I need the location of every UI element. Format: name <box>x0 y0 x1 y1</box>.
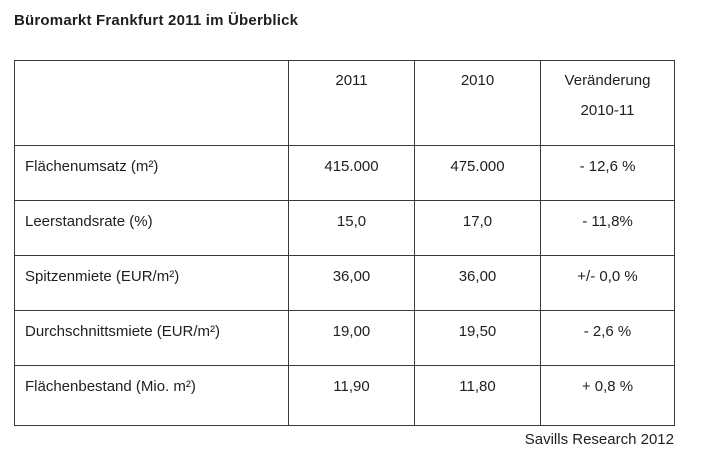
change-cell: - 2,6 % <box>540 310 675 366</box>
value-2010-cell: 475.000 <box>414 145 541 201</box>
header-change-line1: Veränderung <box>564 72 651 89</box>
value-2011-cell: 415.000 <box>288 145 415 201</box>
metric-label-cell: Flächenumsatz (m²) <box>14 145 289 201</box>
table-row: Spitzenmiete (EUR/m²) 36,00 36,00 +/- 0,0 % <box>14 255 675 311</box>
change-cell: - 11,8% <box>540 200 675 256</box>
table-row: Leerstandsrate (%) 15,0 17,0- 11,8% <box>14 200 675 256</box>
value-2010-cell: 36,00 <box>414 255 541 311</box>
value-2010-cell: 19,50 <box>414 310 541 366</box>
table-row: Durchschnittsmiete (EUR/m²) 19,00 19,50- 2… <box>14 310 675 366</box>
value-2010-cell: 11,80 <box>414 365 541 426</box>
change-cell: - 12,6 % <box>540 145 675 201</box>
value-2011-cell: 15,0 <box>288 200 415 256</box>
page-title: Büromarkt Frankfurt 2011 im Überblick <box>14 12 299 29</box>
metric-label-cell: Flächenbestand (Mio. m²) <box>14 365 289 426</box>
report-page: Büromarkt Frankfurt 2011 im Überblick 20… <box>14 12 675 448</box>
header-cell-metric <box>14 60 289 146</box>
header-cell-change: Veränderung 2010-11 <box>540 60 675 146</box>
header-cell-2010: 2010 <box>414 60 541 146</box>
market-overview-table: 2011 2010 Veränderung 2010-11 Flächenums… <box>14 60 675 426</box>
source-credit: Savills Research 2012 <box>524 431 674 448</box>
value-2011-cell: 11,90 <box>288 365 415 426</box>
table-row: Flächenbestand (Mio. m²) 11,90 11,80 + 0,8 … <box>14 365 675 426</box>
metric-label-cell: Durchschnittsmiete (EUR/m²) <box>14 310 289 366</box>
value-2011-cell: 19,00 <box>288 310 415 366</box>
table-row: Flächenumsatz (m²) 415.000 475.000- 12,6 % <box>14 145 675 201</box>
value-2010-cell: 17,0 <box>414 200 541 256</box>
metric-label-cell: Spitzenmiete (EUR/m²) <box>14 255 289 311</box>
header-cell-2011: 2011 <box>288 60 415 146</box>
change-cell: +/- 0,0 % <box>540 255 675 311</box>
table-header-row: 2011 2010 Veränderung 2010-11 <box>14 60 675 146</box>
value-2011-cell: 36,00 <box>288 255 415 311</box>
metric-label-cell: Leerstandsrate (%) <box>14 200 289 256</box>
change-cell: + 0,8 % <box>540 365 675 426</box>
header-change-line2: 2010-11 <box>580 102 635 119</box>
